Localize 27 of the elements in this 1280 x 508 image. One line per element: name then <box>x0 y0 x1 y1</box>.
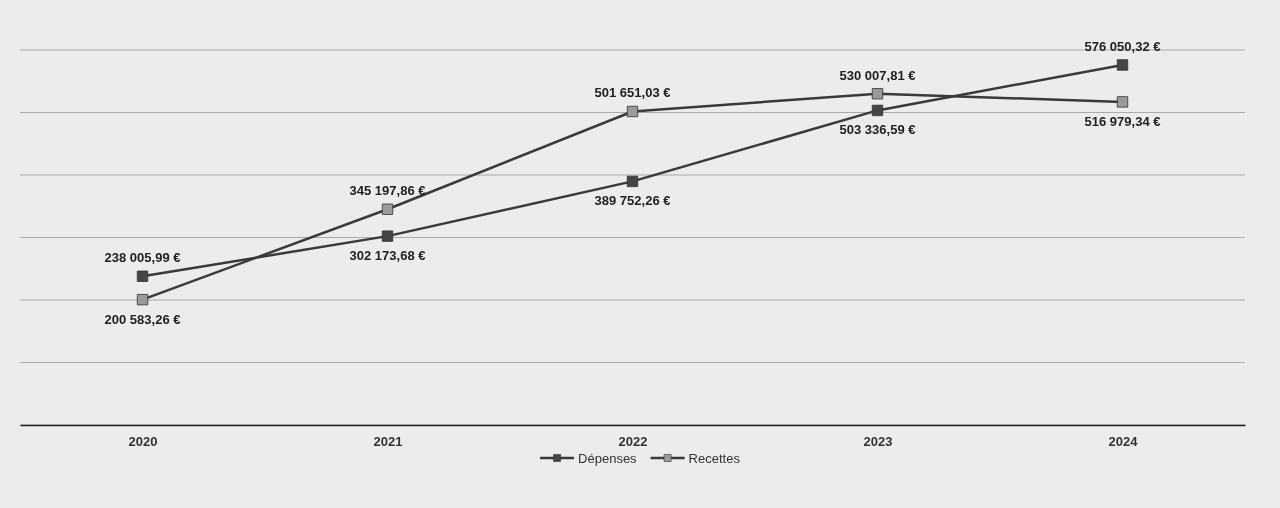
legend-label: Dépenses <box>578 450 638 466</box>
point <box>1116 96 1129 108</box>
point <box>381 203 394 215</box>
data-label: 530 007,81 € <box>839 67 916 83</box>
point <box>871 104 884 117</box>
x-tick-label: 2021 <box>373 434 403 450</box>
data-label: 200 583,26 € <box>104 311 181 327</box>
x-tick-label: 2020 <box>128 434 158 450</box>
point <box>626 105 639 118</box>
data-label: 345 197,86 € <box>349 183 426 199</box>
point <box>136 293 149 306</box>
point <box>381 230 394 242</box>
x-tick-label: 2023 <box>863 434 893 450</box>
data-label: 501 651,03 € <box>594 85 671 101</box>
data-label: 238 005,99 € <box>104 250 181 266</box>
x-tick-label: 2022 <box>618 434 648 450</box>
data-label: 389 752,26 € <box>594 193 671 209</box>
data-label: 302 173,68 € <box>349 248 426 264</box>
point <box>871 88 884 100</box>
point <box>136 270 149 282</box>
legend-label: Recettes <box>688 450 741 466</box>
point <box>626 175 639 188</box>
data-label: 576 050,32 € <box>1084 38 1161 54</box>
point <box>1116 59 1129 71</box>
data-label: 516 979,34 € <box>1084 113 1161 129</box>
data-label: 503 336,59 € <box>839 122 916 138</box>
x-tick-label: 2024 <box>1108 434 1139 450</box>
